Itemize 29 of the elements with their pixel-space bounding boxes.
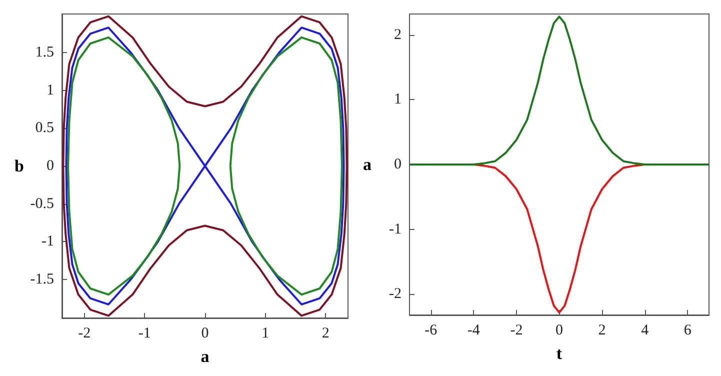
y-tick-label: 0 (394, 156, 402, 172)
x-tick-label: 4 (641, 322, 650, 338)
x-tick-label: -4 (467, 322, 480, 338)
x-tick-label: 0 (201, 326, 209, 342)
y-tick-label: 1 (46, 82, 54, 98)
y-tick-label: 1 (394, 92, 402, 108)
x-tick-label: 1 (262, 326, 270, 342)
y-tick-label: -1.5 (30, 271, 54, 288)
y-tick-label: -0.5 (30, 196, 54, 212)
x-tick-label: 6 (684, 322, 692, 338)
x-tick-label: -2 (78, 326, 91, 342)
x-axis-title: a (200, 347, 210, 366)
x-tick-label: -1 (138, 326, 151, 342)
x-axis-title: t (556, 344, 562, 363)
y-tick-label: -2 (389, 286, 402, 302)
y-tick-label: 1.5 (35, 44, 54, 61)
y-tick-label: -1 (42, 234, 54, 250)
y-axis-title: b (14, 156, 24, 176)
x-tick-label: -2 (510, 322, 523, 338)
y-axis-title: a (363, 155, 372, 174)
y-tick-label: 0 (46, 158, 54, 174)
y-tick-label: 0.5 (35, 120, 54, 136)
x-tick-label: -6 (424, 322, 438, 338)
x-tick-label: 2 (322, 326, 330, 342)
x-tick-label: 0 (556, 322, 563, 338)
x-tick-label: 2 (598, 322, 606, 338)
y-tick-label: 2 (394, 26, 402, 43)
y-tick-label: -1 (389, 221, 402, 238)
line-series (408, 16, 710, 166)
